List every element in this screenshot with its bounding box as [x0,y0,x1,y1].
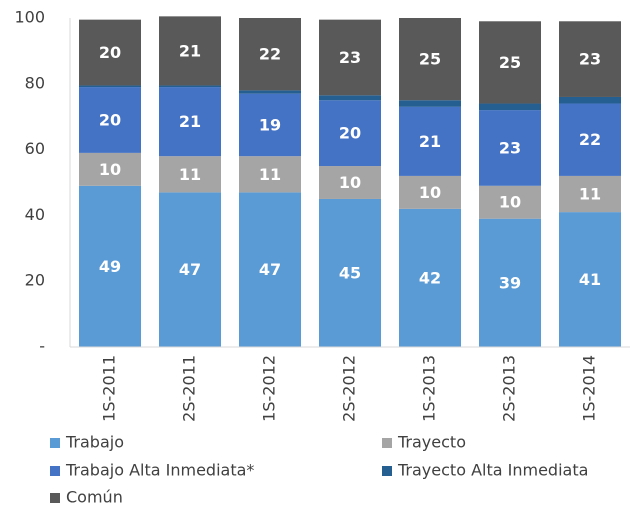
x-tick-label: 2S-2013 [500,355,519,422]
bar-segment [79,87,141,153]
bar-segment [559,175,621,213]
data-label: 23 [579,50,601,69]
bar-segment [479,185,541,219]
legend-swatch [50,438,60,448]
bar-segment [79,152,141,186]
data-label: 47 [179,260,201,279]
data-label: 47 [259,260,281,279]
bar-segment [479,110,541,186]
y-tick-label: 20 [25,271,45,290]
data-label: 39 [499,273,521,292]
bar-segment [479,21,541,104]
data-label: 23 [499,138,521,157]
legend-swatch [50,466,60,476]
data-label: 25 [499,53,521,72]
bar-segment [239,18,301,91]
y-tick-label: 60 [25,139,45,158]
bar-segment [319,19,381,96]
x-tick-label: 1S-2014 [580,355,599,422]
bar-segment [79,85,141,88]
bar-segment [239,192,301,347]
x-tick-label: 1S-2013 [420,355,439,422]
data-label: 20 [99,43,121,62]
bar-segment [399,106,461,176]
data-label: 10 [339,173,361,192]
bar-segment [319,166,381,199]
legend-swatch [50,493,60,503]
x-tick-label: 1S-2011 [100,355,119,422]
data-label: 23 [339,48,361,67]
data-label: 22 [259,45,281,64]
data-label: 21 [179,41,201,60]
data-label: 42 [419,268,441,287]
data-label: 25 [419,50,441,69]
bar-segment [159,192,221,347]
data-label: 10 [419,183,441,202]
bar-segment [79,19,141,86]
data-label: 20 [99,110,121,129]
data-label: 10 [499,193,521,212]
bar-segment [319,100,381,167]
x-tick-label: 2S-2011 [180,355,199,422]
data-label: 11 [259,165,281,184]
legend-swatch [382,438,392,448]
bar-segment [479,103,541,111]
legend-label: Común [66,488,123,507]
data-label: 11 [179,165,201,184]
data-label: 21 [179,112,201,131]
legend-swatch [382,466,392,476]
x-tick-label: 2S-2012 [340,355,359,422]
bar-segment [399,100,461,107]
data-label: 11 [579,185,601,204]
bar-segment [159,156,221,193]
bar-segment [239,93,301,157]
data-label: 19 [259,115,281,134]
data-label: 49 [99,257,121,276]
data-label: 41 [579,270,601,289]
bar-segment [399,18,461,101]
legend-label: Trabajo [65,433,124,452]
legend-label: Trayecto [397,433,466,452]
bar-segment [319,95,381,101]
bar-segment [79,185,141,347]
bar-segment [559,21,621,97]
y-tick-label: 80 [25,73,45,92]
bar-segment [559,212,621,347]
y-tick-label: 100 [14,8,45,27]
data-label: 21 [419,132,441,151]
bar-segment [239,156,301,193]
bar-segment [319,198,381,347]
bar-segment [479,218,541,347]
data-label: 10 [99,160,121,179]
bar-segment [239,90,301,94]
legend-label: Trabajo Alta Inmediata* [65,461,254,480]
bar-segment [159,85,221,88]
bar-segment [559,103,621,176]
x-tick-label: 1S-2012 [260,355,279,422]
data-label: 45 [339,263,361,282]
bar-segment [399,208,461,347]
bar-segment [399,175,461,209]
legend-label: Trayecto Alta Inmediata [397,461,588,480]
bar-segment [159,16,221,86]
y-tick-label: 40 [25,205,45,224]
data-label: 20 [339,124,361,143]
data-label: 22 [579,130,601,149]
y-tick-label: - [39,337,45,356]
bar-segment [559,96,621,104]
bar-segment [159,87,221,157]
